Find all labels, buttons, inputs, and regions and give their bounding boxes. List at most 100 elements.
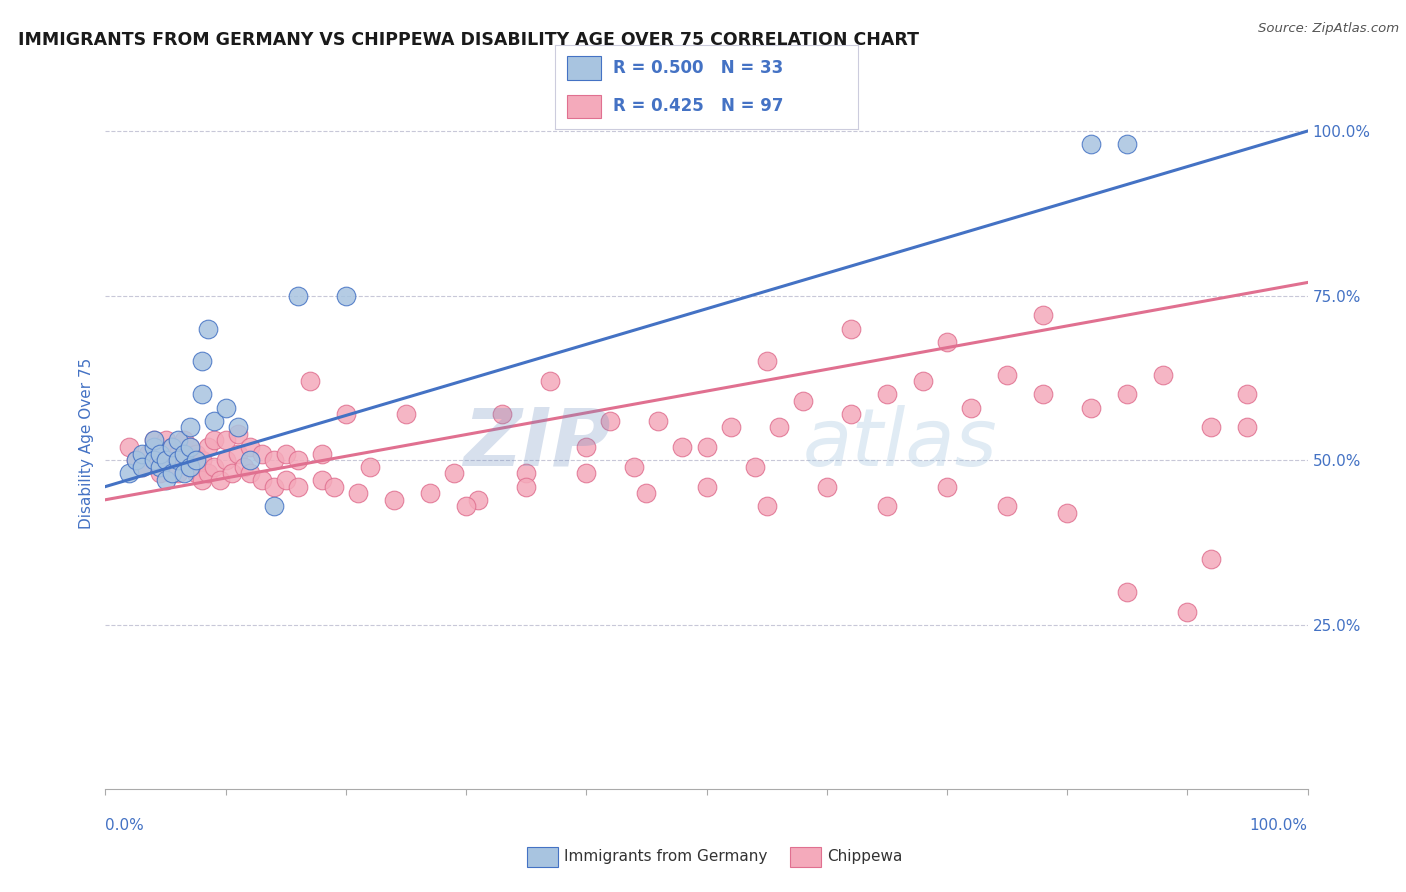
- Text: R = 0.500   N = 33: R = 0.500 N = 33: [613, 60, 783, 78]
- Point: [190, 354, 212, 368]
- Point: [155, 447, 177, 461]
- Point: [166, 447, 188, 461]
- Text: Chippewa: Chippewa: [827, 849, 903, 863]
- Text: R = 0.425   N = 97: R = 0.425 N = 97: [613, 97, 783, 115]
- Y-axis label: Disability Age Over 75: Disability Age Over 75: [79, 359, 94, 529]
- Point: [214, 453, 236, 467]
- Point: [124, 453, 146, 467]
- Point: [1080, 137, 1102, 152]
- Point: [936, 479, 959, 493]
- Point: [184, 453, 207, 467]
- Point: [226, 420, 249, 434]
- Point: [250, 447, 273, 461]
- Point: [202, 414, 225, 428]
- Point: [166, 467, 188, 481]
- Point: [298, 374, 321, 388]
- Point: [1080, 401, 1102, 415]
- Point: [160, 459, 183, 474]
- Text: Source: ZipAtlas.com: Source: ZipAtlas.com: [1258, 22, 1399, 36]
- Point: [359, 459, 381, 474]
- Point: [839, 407, 862, 421]
- Point: [179, 440, 201, 454]
- Point: [491, 407, 513, 421]
- Point: [214, 434, 236, 448]
- Point: [131, 447, 153, 461]
- Point: [335, 407, 357, 421]
- Point: [1116, 387, 1139, 401]
- Point: [142, 453, 165, 467]
- Point: [876, 387, 898, 401]
- Point: [467, 492, 489, 507]
- Point: [124, 453, 146, 467]
- Point: [744, 459, 766, 474]
- Point: [311, 473, 333, 487]
- Point: [755, 354, 778, 368]
- Point: [142, 434, 165, 448]
- Point: [839, 321, 862, 335]
- Point: [221, 467, 243, 481]
- Bar: [568, 95, 600, 119]
- Point: [720, 420, 742, 434]
- Point: [538, 374, 561, 388]
- Point: [173, 447, 195, 461]
- Point: [636, 486, 658, 500]
- Point: [1116, 137, 1139, 152]
- Point: [202, 434, 225, 448]
- Point: [599, 414, 621, 428]
- Point: [696, 479, 718, 493]
- Point: [173, 434, 195, 448]
- Point: [454, 500, 477, 514]
- Point: [226, 426, 249, 441]
- Point: [382, 492, 405, 507]
- Point: [208, 473, 231, 487]
- Point: [142, 453, 165, 467]
- Point: [876, 500, 898, 514]
- Point: [197, 440, 219, 454]
- Text: ZIP: ZIP: [463, 405, 610, 483]
- Point: [166, 434, 188, 448]
- Point: [160, 467, 183, 481]
- Point: [792, 394, 814, 409]
- Point: [155, 473, 177, 487]
- Point: [118, 440, 141, 454]
- Point: [1032, 387, 1054, 401]
- Text: 0.0%: 0.0%: [105, 818, 145, 832]
- Point: [1201, 552, 1223, 566]
- Point: [197, 467, 219, 481]
- Point: [148, 447, 170, 461]
- Point: [131, 459, 153, 474]
- Point: [443, 467, 465, 481]
- Point: [419, 486, 441, 500]
- Point: [575, 467, 598, 481]
- Point: [1175, 605, 1198, 619]
- Point: [1152, 368, 1174, 382]
- Point: [322, 479, 344, 493]
- Point: [263, 500, 285, 514]
- Point: [623, 459, 645, 474]
- Point: [250, 473, 273, 487]
- Bar: [568, 56, 600, 80]
- Point: [815, 479, 838, 493]
- Point: [232, 459, 254, 474]
- Point: [179, 420, 201, 434]
- Point: [173, 467, 195, 481]
- Point: [148, 459, 170, 474]
- Point: [287, 479, 309, 493]
- Text: atlas: atlas: [803, 405, 997, 483]
- Point: [184, 467, 207, 481]
- Point: [768, 420, 790, 434]
- Point: [274, 473, 297, 487]
- Point: [995, 368, 1018, 382]
- Point: [575, 440, 598, 454]
- Point: [179, 459, 201, 474]
- Point: [347, 486, 370, 500]
- Point: [160, 440, 183, 454]
- Point: [142, 440, 165, 454]
- Point: [142, 434, 165, 448]
- Point: [755, 500, 778, 514]
- Point: [1116, 585, 1139, 599]
- Point: [263, 479, 285, 493]
- Point: [1056, 506, 1078, 520]
- Point: [515, 467, 537, 481]
- Point: [515, 479, 537, 493]
